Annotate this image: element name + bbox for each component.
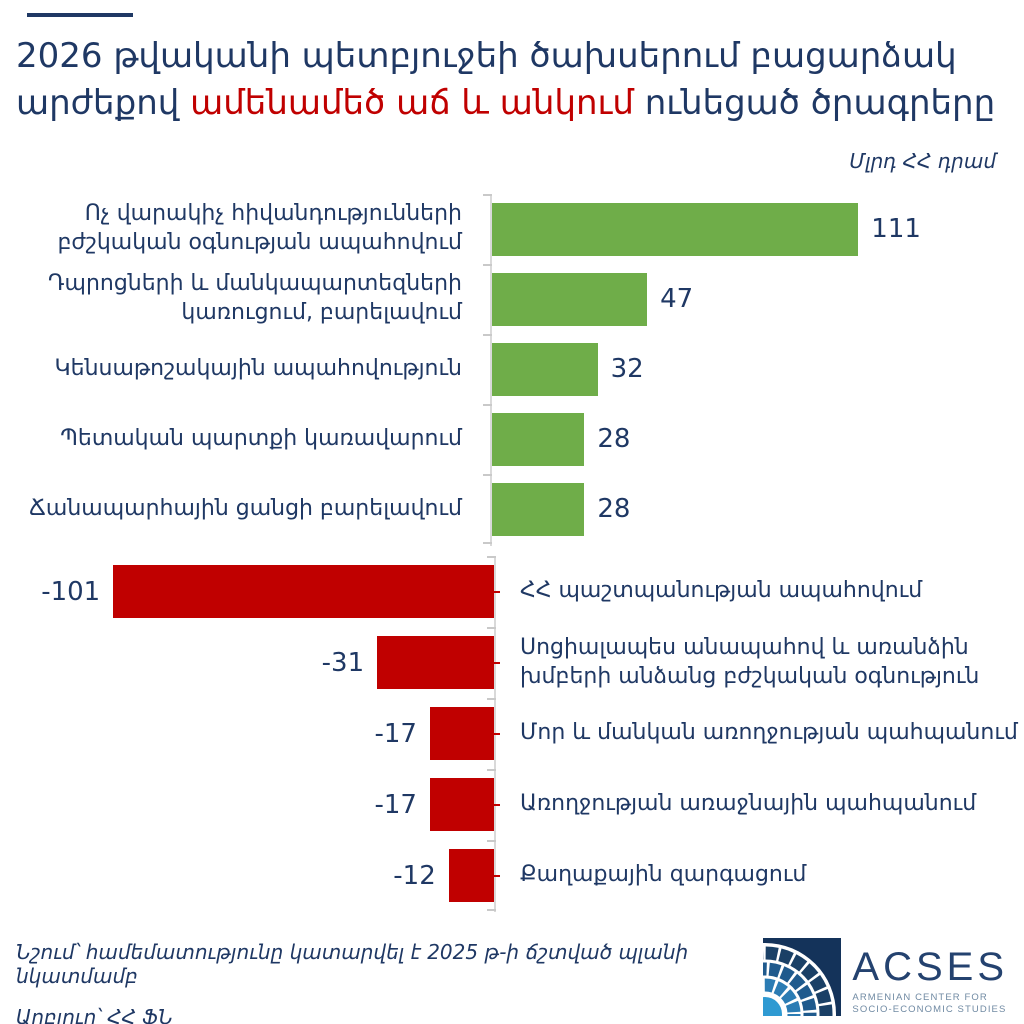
axis-tick (487, 769, 496, 771)
axis-tick (494, 803, 500, 806)
category-label: Մոր և մանկան առողջության պահպանում (520, 720, 1018, 746)
value-label: 32 (610, 354, 644, 384)
axis-tick (494, 874, 500, 877)
axis-tick (487, 556, 496, 558)
axis-tick (487, 627, 496, 629)
bar-increase (492, 482, 585, 536)
category-label: Սոցիալապես անապահով և առանձին խմբերի անձ… (520, 634, 980, 689)
chart-row-decrease: -101 ՀՀ պաշտպանության ապահովում (0, 556, 1024, 627)
acses-subtitle-line1: ARMENIAN CENTER FOR (852, 992, 988, 1003)
title-accent-rule (27, 13, 133, 17)
acses-wordmark: ACSES (852, 945, 1008, 989)
acses-subtitle: ARMENIAN CENTER FOR SOCIO-ECONOMIC STUDI… (852, 992, 1008, 1016)
value-axis-unit-label: Մլրդ ՀՀ դրամ (849, 149, 996, 173)
category-label: Ճանապարհային ցանցի բարելավում (29, 495, 462, 521)
value-label: -101 (41, 576, 101, 607)
axis-tick (494, 661, 500, 664)
category-label: Ոչ վարակիչ հիվանդությունների բժշկական օգ… (57, 201, 462, 255)
axis-tick (487, 698, 496, 700)
chart-row-decrease: -17 Առողջության առաջնային պահպանում (0, 769, 1024, 840)
note-text: Նշում՝ համեմատությունը կատարվել է 2025 թ… (16, 940, 689, 988)
value-label: 28 (597, 424, 631, 454)
bar-zone: -12 (0, 849, 494, 902)
axis-tick (494, 732, 500, 735)
bar-zone: -17 (0, 778, 494, 831)
axis-tick (494, 590, 500, 593)
acses-logo-mark-icon (763, 938, 842, 1016)
bar-increase (492, 202, 859, 256)
source-text: Աղբյուր՝ ՀՀ ՖՆ (16, 1005, 173, 1024)
title-line2-suffix: ունեցած ծրագրերը (633, 82, 996, 123)
value-label: -31 (321, 647, 365, 678)
axis-tick (483, 404, 492, 406)
category-label: Առողջության առաջնային պահպանում (520, 791, 977, 817)
bar-increase (492, 412, 585, 466)
axis-tick (483, 334, 492, 336)
axis-tick (483, 194, 492, 196)
bar-increase (492, 272, 648, 326)
increases-section: Ոչ վարակիչ հիվանդությունների բժշկական օգ… (0, 194, 1024, 546)
chart-row-increase: Դպրոցների և մանկապարտեզների կառուցում, բ… (0, 264, 1024, 334)
bar-increase (492, 342, 598, 396)
acses-subtitle-line2: SOCIO-ECONOMIC STUDIES (852, 1003, 1007, 1015)
chart-row-increase: Ոչ վարակիչ հիվանդությունների բժշկական օգ… (0, 194, 1024, 264)
category-label: Դպրոցների և մանկապարտեզների կառուցում, բ… (47, 271, 462, 325)
value-label: -17 (374, 718, 417, 749)
page-title: 2026 թվականի պետբյուջեի ծախսերում բացարձ… (16, 33, 1011, 127)
category-label: Պետական պարտքի կառավարում (60, 425, 462, 451)
footer-notes: Նշում՝ համեմատությունը կատարվել է 2025 թ… (16, 940, 756, 1024)
bar-decrease (113, 565, 494, 618)
value-label: 28 (597, 494, 631, 524)
chart-row-increase: Պետական պարտքի կառավարում 28 (0, 404, 1024, 474)
bar-zone: -31 (0, 636, 494, 689)
category-label: Կենսաթոշակային ապահովություն (54, 355, 462, 381)
value-label: -12 (393, 860, 436, 891)
chart-row-decrease: -12 Քաղաքային զարգացում (0, 840, 1024, 911)
bar-decrease (429, 778, 494, 831)
value-label: 111 (871, 214, 921, 244)
title-line-2: արժեքով ամենամեծ աճ և անկում ունեցած ծրա… (16, 80, 1011, 127)
bar-zone: -17 (0, 707, 494, 760)
axis-tick (483, 542, 492, 544)
chart-row-increase: Ճանապարհային ցանցի բարելավում 28 (0, 474, 1024, 544)
axis-tick (487, 840, 496, 842)
chart-row-increase: Կենսաթոշակային ապահովություն 32 (0, 334, 1024, 404)
value-label: -17 (374, 789, 417, 820)
title-highlight: ամենամեծ աճ և անկում (190, 82, 634, 123)
category-label: Քաղաքային զարգացում (520, 862, 807, 888)
chart-row-decrease: -31 Սոցիալապես անապահով և առանձին խմբերի … (0, 627, 1024, 698)
bar-decrease (448, 849, 494, 902)
title-line2-prefix: արժեքով (16, 82, 191, 123)
decreases-section: -101 ՀՀ պաշտպանության ապահովում -31 Սոցիալա… (0, 556, 1024, 912)
bar-zone: -101 (0, 565, 494, 618)
axis-tick (483, 264, 492, 266)
acses-logo: ACSES ARMENIAN CENTER FOR SOCIO-ECONOMIC… (763, 938, 1008, 1016)
bar-decrease (429, 707, 494, 760)
axis-tick (483, 474, 492, 476)
axis-tick (487, 909, 496, 911)
category-label: ՀՀ պաշտպանության ապահովում (520, 578, 923, 604)
bar-decrease (377, 636, 494, 689)
increases-axis-line (490, 194, 492, 546)
value-label: 47 (660, 284, 694, 314)
acses-logo-text: ACSES ARMENIAN CENTER FOR SOCIO-ECONOMIC… (852, 947, 1008, 1016)
title-line-1: 2026 թվականի պետբյուջեի ծախսերում բացարձ… (16, 36, 957, 76)
chart-row-decrease: -17 Մոր և մանկան առողջության պահպանում (0, 698, 1024, 769)
